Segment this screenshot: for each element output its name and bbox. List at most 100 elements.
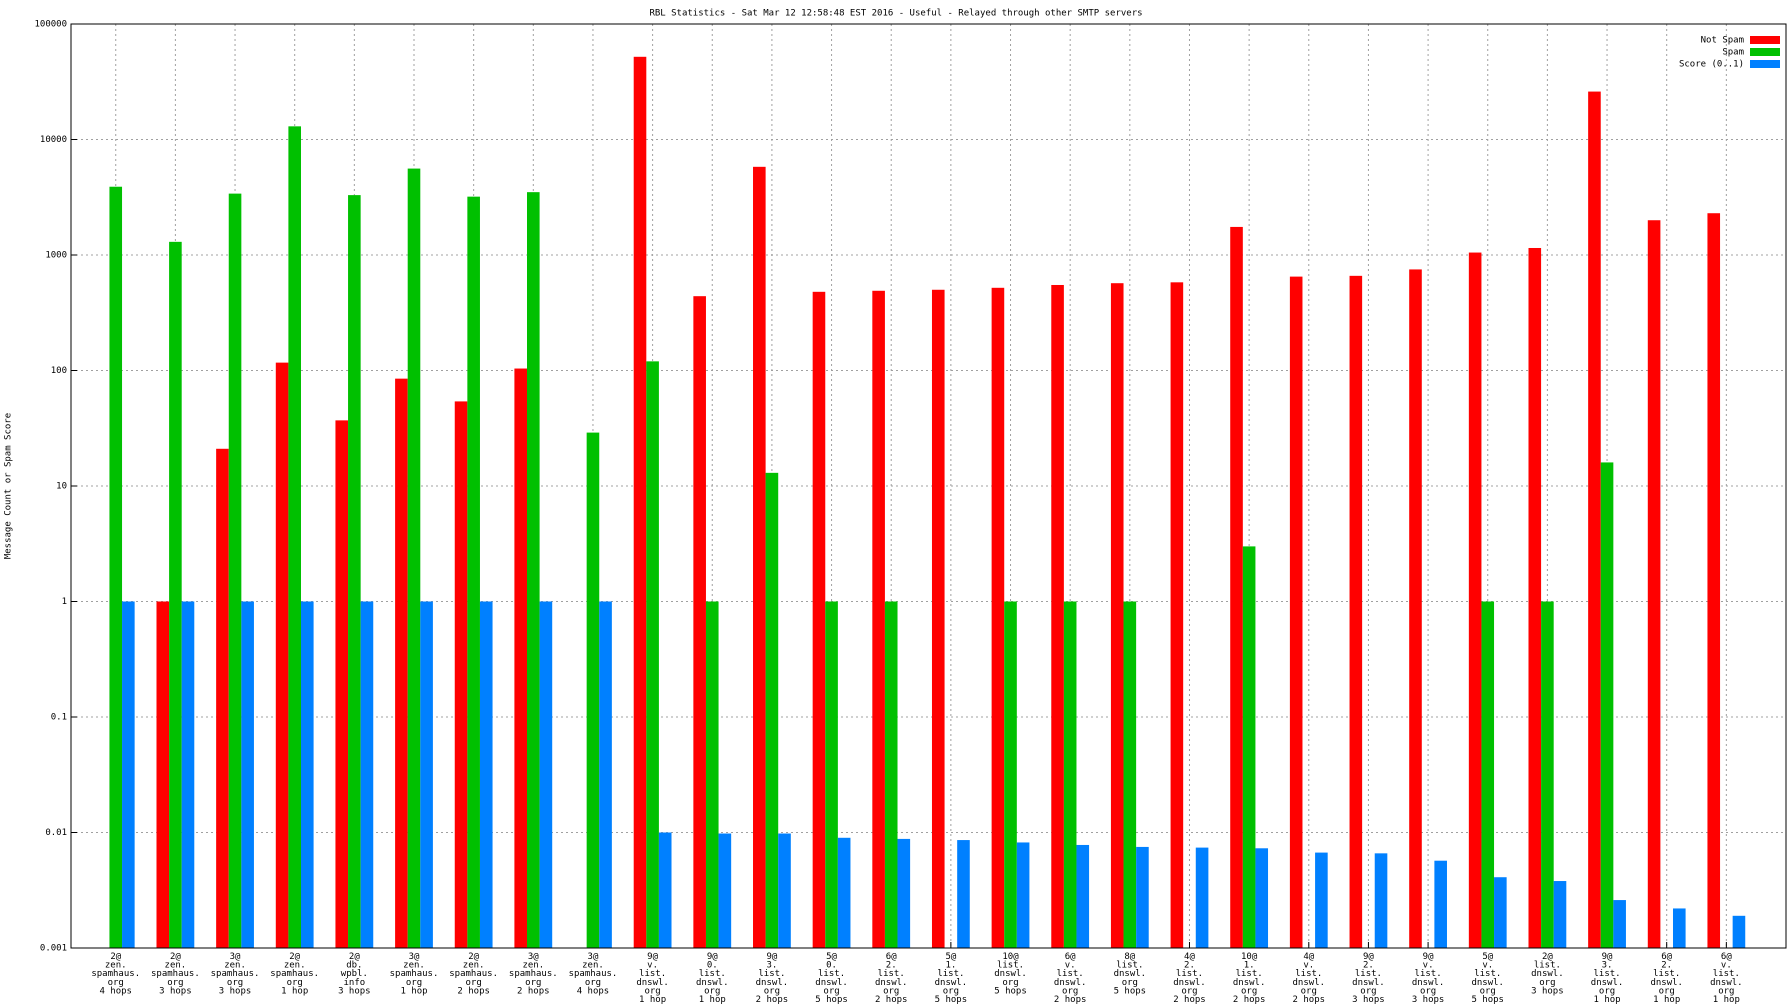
x-tick-label: 6@ v. list. dnswl. org 2 hops	[1054, 952, 1087, 1005]
bar	[360, 601, 374, 948]
x-tick-label: 9@ 0. list. dnswl. org 1 hop	[696, 952, 729, 1005]
x-tick-label-line: 6@	[1065, 952, 1076, 962]
x-tick-label-line: org	[1062, 986, 1078, 996]
bar	[348, 195, 361, 948]
chart-title: RBL Statistics - Sat Mar 12 12:58:48 EST…	[649, 9, 1142, 19]
bar	[1528, 247, 1542, 949]
x-tick-label-line: 2 hops	[756, 995, 789, 1005]
x-tick-label: 2@ zen. spamhaus. org 3 hops	[151, 952, 200, 996]
x-tick-label: 9@ 3. list. dnswl. org 2 hops	[756, 952, 789, 1005]
bar	[1242, 546, 1256, 948]
x-tick-label-line: 4 hops	[99, 986, 132, 996]
x-tick-label-line: 3 hops	[219, 986, 252, 996]
x-tick-label-line: 1 hop	[699, 995, 726, 1005]
bar	[1195, 847, 1209, 948]
bar	[454, 401, 468, 948]
x-tick-label-line: list.	[818, 969, 845, 979]
x-tick-label-line: 3@	[588, 952, 599, 962]
x-tick-label: 10@ list. dnswl. org 5 hops	[994, 952, 1027, 996]
bar	[991, 287, 1005, 948]
x-tick-label-line: v.	[647, 961, 658, 971]
x-tick-label-line: zen.	[463, 961, 485, 971]
x-tick-label-line: 2@	[289, 952, 300, 962]
bar	[109, 186, 123, 948]
bar	[1051, 284, 1064, 948]
bar	[479, 601, 493, 948]
x-tick-label-line: 0.	[707, 961, 718, 971]
x-tick-label-line: 2 hops	[1233, 995, 1266, 1005]
x-tick-label-line: v.	[1303, 961, 1314, 971]
x-tick-label-line: wpbl.	[341, 969, 368, 979]
bar	[1588, 91, 1601, 949]
x-tick-label: 9@ 3. list. dnswl. org 1 hop	[1591, 952, 1624, 1005]
bar	[300, 601, 314, 948]
bar	[765, 472, 779, 948]
x-tick-label-line: list.	[997, 961, 1024, 971]
y-tick-label: 0.1	[51, 713, 67, 723]
x-tick-label: 2@ zen. spamhaus. org 2 hops	[449, 952, 498, 996]
x-tick-label-line: org	[1659, 986, 1675, 996]
bar	[1553, 881, 1567, 948]
bar	[1732, 915, 1746, 948]
bar	[897, 838, 911, 948]
bar	[658, 832, 672, 948]
x-tick-label-line: org	[1002, 978, 1018, 988]
x-tick-label-line: 9@	[766, 952, 777, 962]
y-tick-label: 100	[51, 366, 67, 376]
x-tick-label-line: dnswl.	[1710, 978, 1743, 988]
x-tick-label-line: org	[1360, 986, 1376, 996]
bar	[420, 601, 433, 948]
x-tick-label-line: zen.	[522, 961, 544, 971]
x-tick-label-line: 3 hops	[1531, 986, 1564, 996]
x-tick-label-line: org	[525, 978, 541, 988]
x-tick-label-line: 9@	[1363, 952, 1374, 962]
x-tick-label: 3@ zen. spamhaus. org 2 hops	[509, 952, 558, 996]
bar	[1063, 601, 1077, 948]
x-tick-label-line: dnswl.	[1173, 978, 1206, 988]
x-tick-label: 6@ 2. list. dnswl. org 1 hop	[1650, 952, 1683, 1005]
x-tick-label-line: 2 hops	[1054, 995, 1087, 1005]
bar	[1110, 283, 1124, 949]
x-tick-label-line: org	[406, 978, 422, 988]
bar	[718, 833, 732, 948]
x-tick-label-line: spamhaus.	[270, 969, 319, 979]
x-tick-label-line: 8@	[1124, 952, 1135, 962]
x-tick-label-line: 10@	[1241, 952, 1258, 962]
bar	[1494, 877, 1507, 948]
y-axis-label: Message Count or Spam Score	[4, 413, 14, 559]
x-tick-label-line: 9@	[1423, 952, 1434, 962]
x-tick-label-line: zen.	[284, 961, 306, 971]
x-tick-label-line: dnswl.	[696, 978, 729, 988]
x-tick-label-line: org	[943, 986, 959, 996]
x-tick-label-line: org	[585, 978, 601, 988]
x-tick-label-line: dnswl.	[1114, 969, 1147, 979]
x-tick-label: 6@ v. list. dnswl. org 1 hop	[1710, 952, 1743, 1005]
x-tick-label-line: 3 hops	[159, 986, 192, 996]
x-tick-label-line: list.	[1236, 969, 1263, 979]
x-tick-label-line: 2@	[1542, 952, 1553, 962]
bar	[514, 368, 528, 948]
bar	[181, 601, 195, 948]
x-tick-label-line: spamhaus.	[449, 969, 498, 979]
x-tick-label-line: org	[167, 978, 183, 988]
x-tick-label-line: 4@	[1303, 952, 1314, 962]
y-tick-label: 10	[56, 482, 67, 492]
bar	[1374, 853, 1388, 948]
x-tick-label-line: zen.	[165, 961, 187, 971]
x-tick-label-line: 5 hops	[935, 995, 968, 1005]
x-tick-label-line: list.	[1593, 969, 1620, 979]
x-tick-label-line: 3@	[409, 952, 420, 962]
bar	[395, 378, 408, 948]
x-tick-label-line: spamhaus.	[211, 969, 260, 979]
x-tick-label-line: list.	[1713, 969, 1740, 979]
x-tick-label-line: org	[883, 986, 899, 996]
bar	[884, 601, 898, 948]
x-tick-label-line: org	[1718, 986, 1734, 996]
x-tick-label-line: 9@	[707, 952, 718, 962]
x-tick-label-line: 1 hop	[281, 986, 308, 996]
bar	[407, 168, 421, 948]
x-tick-label-line: 4 hops	[577, 986, 610, 996]
x-tick-label-line: org	[1181, 986, 1197, 996]
x-tick-label-line: list.	[699, 969, 726, 979]
